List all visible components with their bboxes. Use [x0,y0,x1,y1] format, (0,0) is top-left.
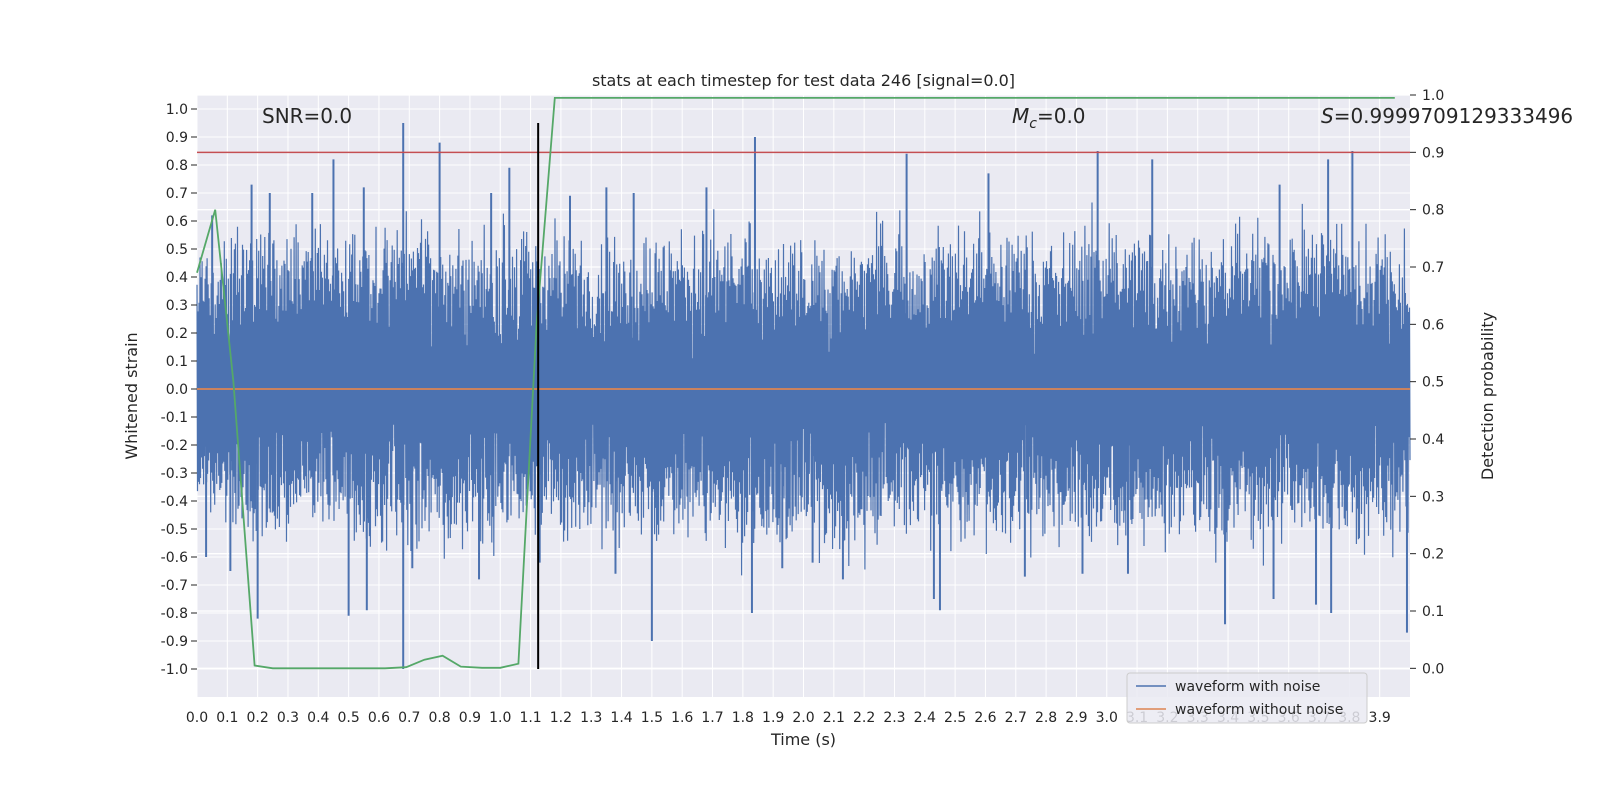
waveform-with-noise-line [196,202,1411,576]
x-tick-label: 0.5 [337,710,359,726]
x-tick-label: 2.3 [883,710,905,726]
right-y-tick-label: 0.4 [1422,432,1444,448]
chirp-mass-subscript: c [1029,116,1037,132]
x-tick-label: 2.8 [1035,710,1057,726]
x-tick-label: 1.7 [701,710,723,726]
right-y-tick-label: 0.8 [1422,203,1444,219]
legend-label-with-noise: waveform with noise [1175,679,1320,695]
right-y-tick-label: 1.0 [1422,88,1444,104]
chirp-mass-symbol: M [1012,104,1029,128]
right-y-tick-label: 0.5 [1422,375,1444,391]
y-tick-label: -0.5 [161,522,188,538]
y-tick-label: 0.3 [166,298,188,314]
right-y-tick-label: 0.7 [1422,260,1444,276]
x-tick-label: 0.7 [398,710,420,726]
y-tick-label: 0.8 [166,158,188,174]
chirp-mass-value: =0.0 [1037,104,1086,128]
x-tick-label: 3.0 [1096,710,1118,726]
x-tick-label: 0.8 [428,710,450,726]
legend-label-without-noise: waveform without noise [1175,702,1343,718]
x-tick-label: 2.5 [944,710,966,726]
x-tick-label: 2.1 [823,710,845,726]
waveform-with-noise-series [196,123,1411,669]
y-tick-label: -0.9 [161,634,188,650]
y-tick-label: 0.0 [166,382,188,398]
y-axis-label: Whitened strain [122,332,141,459]
y-tick-label: 0.2 [166,326,188,342]
x-tick-label: 2.6 [974,710,996,726]
x-tick-label: 0.4 [307,710,329,726]
x-tick-label: 1.0 [489,710,511,726]
y-tick-label: 0.4 [166,270,188,286]
y-tick-label: -0.3 [161,466,188,482]
x-tick-label: 2.4 [914,710,936,726]
y-tick-label: 0.9 [166,130,188,146]
x-tick-label: 1.6 [671,710,693,726]
y-tick-label: -0.4 [161,494,188,510]
legend-box [1126,672,1368,724]
snr-annotation: SNR=0.0 [262,104,352,128]
x-tick-label: 0.0 [186,710,208,726]
x-tick-label: 2.0 [792,710,814,726]
x-axis-label: Time (s) [770,730,836,749]
legend: waveform with noise waveform without noi… [1126,672,1368,724]
x-tick-label: 1.9 [762,710,784,726]
y-tick-label: -0.7 [161,578,188,594]
right-y-axis-label: Detection probability [1478,312,1497,480]
overlay-lines [196,97,1410,670]
score-symbol: S [1321,104,1334,128]
chart-title: stats at each timestep for test data 246… [592,71,1015,90]
score-value: =0.9999709129333496 [1334,104,1573,128]
detection-probability-line [196,97,1395,670]
x-tick-label: 1.8 [732,710,754,726]
x-tick-label: 0.9 [459,710,481,726]
x-tick-label: 1.5 [641,710,663,726]
x-tick-label: 2.7 [1005,710,1027,726]
y-tick-label: 0.6 [166,214,188,230]
x-tick-label: 0.2 [247,710,269,726]
right-y-tick-label: 0.0 [1422,661,1444,677]
y-tick-label: -0.1 [161,410,188,426]
right-y-tick-label: 0.3 [1422,489,1444,505]
y-tick-label: 0.7 [166,186,188,202]
x-tick-label: 0.1 [216,710,238,726]
x-tick-label: 0.3 [277,710,299,726]
chirp-mass-annotation: Mc=0.0 [1012,104,1086,132]
axis-ticks: 0.0 0.1 0.2 0.3 0.4 0.5 0.6 0.7 0.8 0.9 1.0 1.1 1.2 1… [161,88,1445,726]
y-tick-label: -0.6 [161,550,188,566]
x-tick-label: 2.2 [853,710,875,726]
x-tick-label: 3.9 [1369,710,1391,726]
right-y-tick-label: 0.1 [1422,604,1444,620]
right-y-tick-label: 0.2 [1422,547,1444,563]
y-tick-label: -0.2 [161,438,188,454]
y-tick-label: 1.0 [166,102,188,118]
y-tick-label: -0.8 [161,606,188,622]
y-tick-label: 0.5 [166,242,188,258]
y-tick-label: -1.0 [161,662,188,678]
right-y-tick-label: 0.6 [1422,317,1444,333]
x-tick-label: 1.1 [519,710,541,726]
x-tick-label: 0.6 [368,710,390,726]
x-tick-label: 1.4 [610,710,632,726]
y-tick-label: 0.1 [166,354,188,370]
x-tick-label: 1.2 [550,710,572,726]
score-annotation: S=0.9999709129333496 [1321,104,1573,128]
x-tick-label: 1.3 [580,710,602,726]
right-y-tick-label: 0.9 [1422,145,1444,161]
x-tick-label: 2.9 [1065,710,1087,726]
